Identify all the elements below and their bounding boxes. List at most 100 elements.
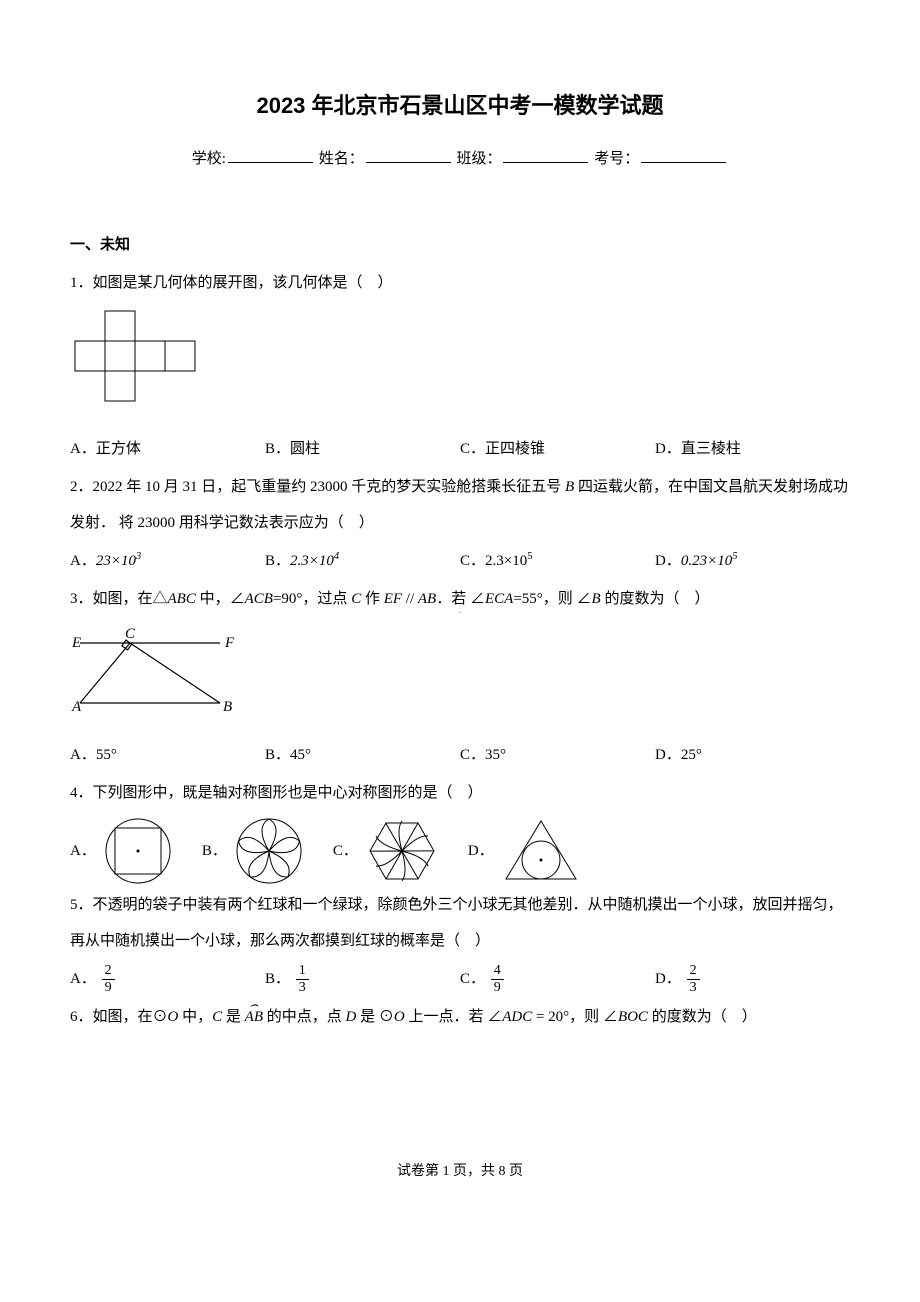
q2-B: B	[565, 479, 574, 495]
q5d-den: 3	[687, 980, 700, 995]
q4a-label: A．	[70, 833, 96, 869]
q5c-frac: 49	[491, 963, 504, 995]
label-name: 姓名：	[319, 151, 364, 167]
q3-opt-c: C．35°	[460, 737, 655, 773]
q5-opt-a: A． 29	[70, 961, 265, 997]
q3-t3: =90°，过点	[273, 591, 351, 607]
q4d-label: D．	[468, 833, 494, 869]
q3-t2: 中，∠	[196, 591, 245, 607]
q3-label-E: E	[71, 635, 81, 651]
q5d-label: D．	[655, 971, 681, 987]
q2c-sup: 5	[527, 551, 532, 562]
q4-opt-a: A．	[70, 817, 172, 885]
q2-opt-c: C．2.3×105	[460, 543, 655, 579]
q5-text: 5．不透明的袋子中装有两个红球和一个绿球，除颜色外三个小球无其他差别．从中随机摸…	[70, 887, 850, 959]
q6-c: C	[212, 1009, 222, 1025]
q6-t4: 的中点，点	[263, 1009, 346, 1025]
q4-opt-b: B．	[202, 817, 303, 885]
q4d-icon	[502, 817, 580, 885]
q4c-label: C．	[333, 833, 358, 869]
q3-c: C	[351, 591, 361, 607]
q1-opt-b: B．圆柱	[265, 431, 460, 467]
q4c-icon	[366, 817, 438, 885]
q6-t3: 是	[222, 1009, 245, 1025]
q5-opt-d: D． 23	[655, 961, 850, 997]
q3-t8: 的度数为（ ）	[601, 591, 710, 607]
q5-options: A． 29 B． 13 C． 49 D． 23	[70, 961, 850, 997]
q6-o: O	[168, 1009, 179, 1025]
center-marker: ·	[458, 602, 461, 626]
q5b-num: 1	[296, 963, 309, 979]
q5-opt-c: C． 49	[460, 961, 655, 997]
q6-o2: O	[394, 1009, 405, 1025]
q6-t1: 6．如图，在⊙	[70, 1009, 168, 1025]
q2b-label: B．	[265, 553, 290, 569]
q4-opt-c: C．	[333, 817, 438, 885]
q5a-den: 9	[102, 980, 115, 995]
q5c-num: 4	[491, 963, 504, 979]
blank-exam-no	[641, 145, 726, 163]
q6-t8: 的度数为（ ）	[648, 1009, 757, 1025]
q5b-den: 3	[296, 980, 309, 995]
q6-t5: 是 ⊙	[356, 1009, 394, 1025]
q2a-label: A．	[70, 553, 96, 569]
q3-opt-d: D．25°	[655, 737, 850, 773]
q3-ef: EF	[384, 591, 402, 607]
q1-opt-a: A．正方体	[70, 431, 265, 467]
q5-opt-b: B． 13	[265, 961, 460, 997]
q2c-label: C．2.3×10	[460, 553, 527, 569]
info-line: 学校: 姓名： 班级： 考号：	[70, 141, 850, 177]
q2a-val: 23×10	[96, 553, 136, 569]
q6-adc: ADC	[502, 1009, 532, 1025]
q3-t7: =55°，则 ∠	[513, 591, 591, 607]
q6-text: 6．如图，在⊙O 中，C 是 AB 的中点，点 D 是 ⊙O 上一点．若 ∠AD…	[70, 999, 850, 1035]
section-header: 一、未知	[70, 227, 850, 263]
q3-ab: AB	[418, 591, 436, 607]
q1-opt-c: C．正四棱锥	[460, 431, 655, 467]
q3-t1: 3．如图，在△	[70, 591, 168, 607]
q6-ab-arc: AB	[245, 999, 263, 1035]
q2-opt-a: A．23×103	[70, 543, 265, 579]
q3-figure: E C F A B	[70, 625, 850, 729]
q2a-sup: 3	[136, 551, 141, 562]
q6-t6: 上一点．若 ∠	[405, 1009, 503, 1025]
label-school: 学校:	[192, 151, 226, 167]
q1-options: A．正方体 B．圆柱 C．正四棱锥 D．直三棱柱	[70, 431, 850, 467]
q6-t7: = 20°，则 ∠	[532, 1009, 618, 1025]
q3-t5: //	[402, 591, 418, 607]
label-exam-no: 考号：	[594, 151, 639, 167]
q2-text-before: 2．2022 年 10 月 31 日，起飞重量约 23000 千克的梦天实验舱搭…	[70, 479, 565, 495]
q5b-label: B．	[265, 971, 290, 987]
q5c-den: 9	[491, 980, 504, 995]
q3-label-C: C	[125, 626, 136, 642]
q2-opt-d: D．0.23×105	[655, 543, 850, 579]
q3-acb: ACB	[245, 591, 273, 607]
q2b-val: 2.3×10	[290, 553, 334, 569]
q5c-label: C．	[460, 971, 485, 987]
blank-class	[503, 145, 588, 163]
q1-text: 1．如图是某几何体的展开图，该几何体是（ ）	[70, 265, 850, 301]
q2d-val: 0.23×10	[681, 553, 732, 569]
blank-school	[228, 145, 313, 163]
q6-d: D	[346, 1009, 357, 1025]
q5a-frac: 29	[102, 963, 115, 995]
q2-options: A．23×103 B．2.3×104 C．2.3×105 D．0.23×105	[70, 543, 850, 579]
q3-eca: ECA	[485, 591, 513, 607]
q3-options: A．55° B．45° C．35° D．25°	[70, 737, 850, 773]
q3-opt-a: A．55°	[70, 737, 265, 773]
q1-figure	[70, 309, 850, 423]
q5b-frac: 13	[296, 963, 309, 995]
q6-boc: BOC	[618, 1009, 648, 1025]
q2-opt-b: B．2.3×104	[265, 543, 460, 579]
q6-t2: 中，	[178, 1009, 212, 1025]
q2d-label: D．	[655, 553, 681, 569]
q4-opt-d: D．	[468, 817, 580, 885]
q4b-icon	[235, 817, 303, 885]
q3-label-B: B	[223, 699, 232, 715]
q3-label-F: F	[224, 635, 235, 651]
q5a-num: 2	[102, 963, 115, 979]
q3-opt-b: B．45°	[265, 737, 460, 773]
q5d-frac: 23	[687, 963, 700, 995]
q2-text: 2．2022 年 10 月 31 日，起飞重量约 23000 千克的梦天实验舱搭…	[70, 469, 850, 541]
q3-abc: ABC	[168, 591, 196, 607]
